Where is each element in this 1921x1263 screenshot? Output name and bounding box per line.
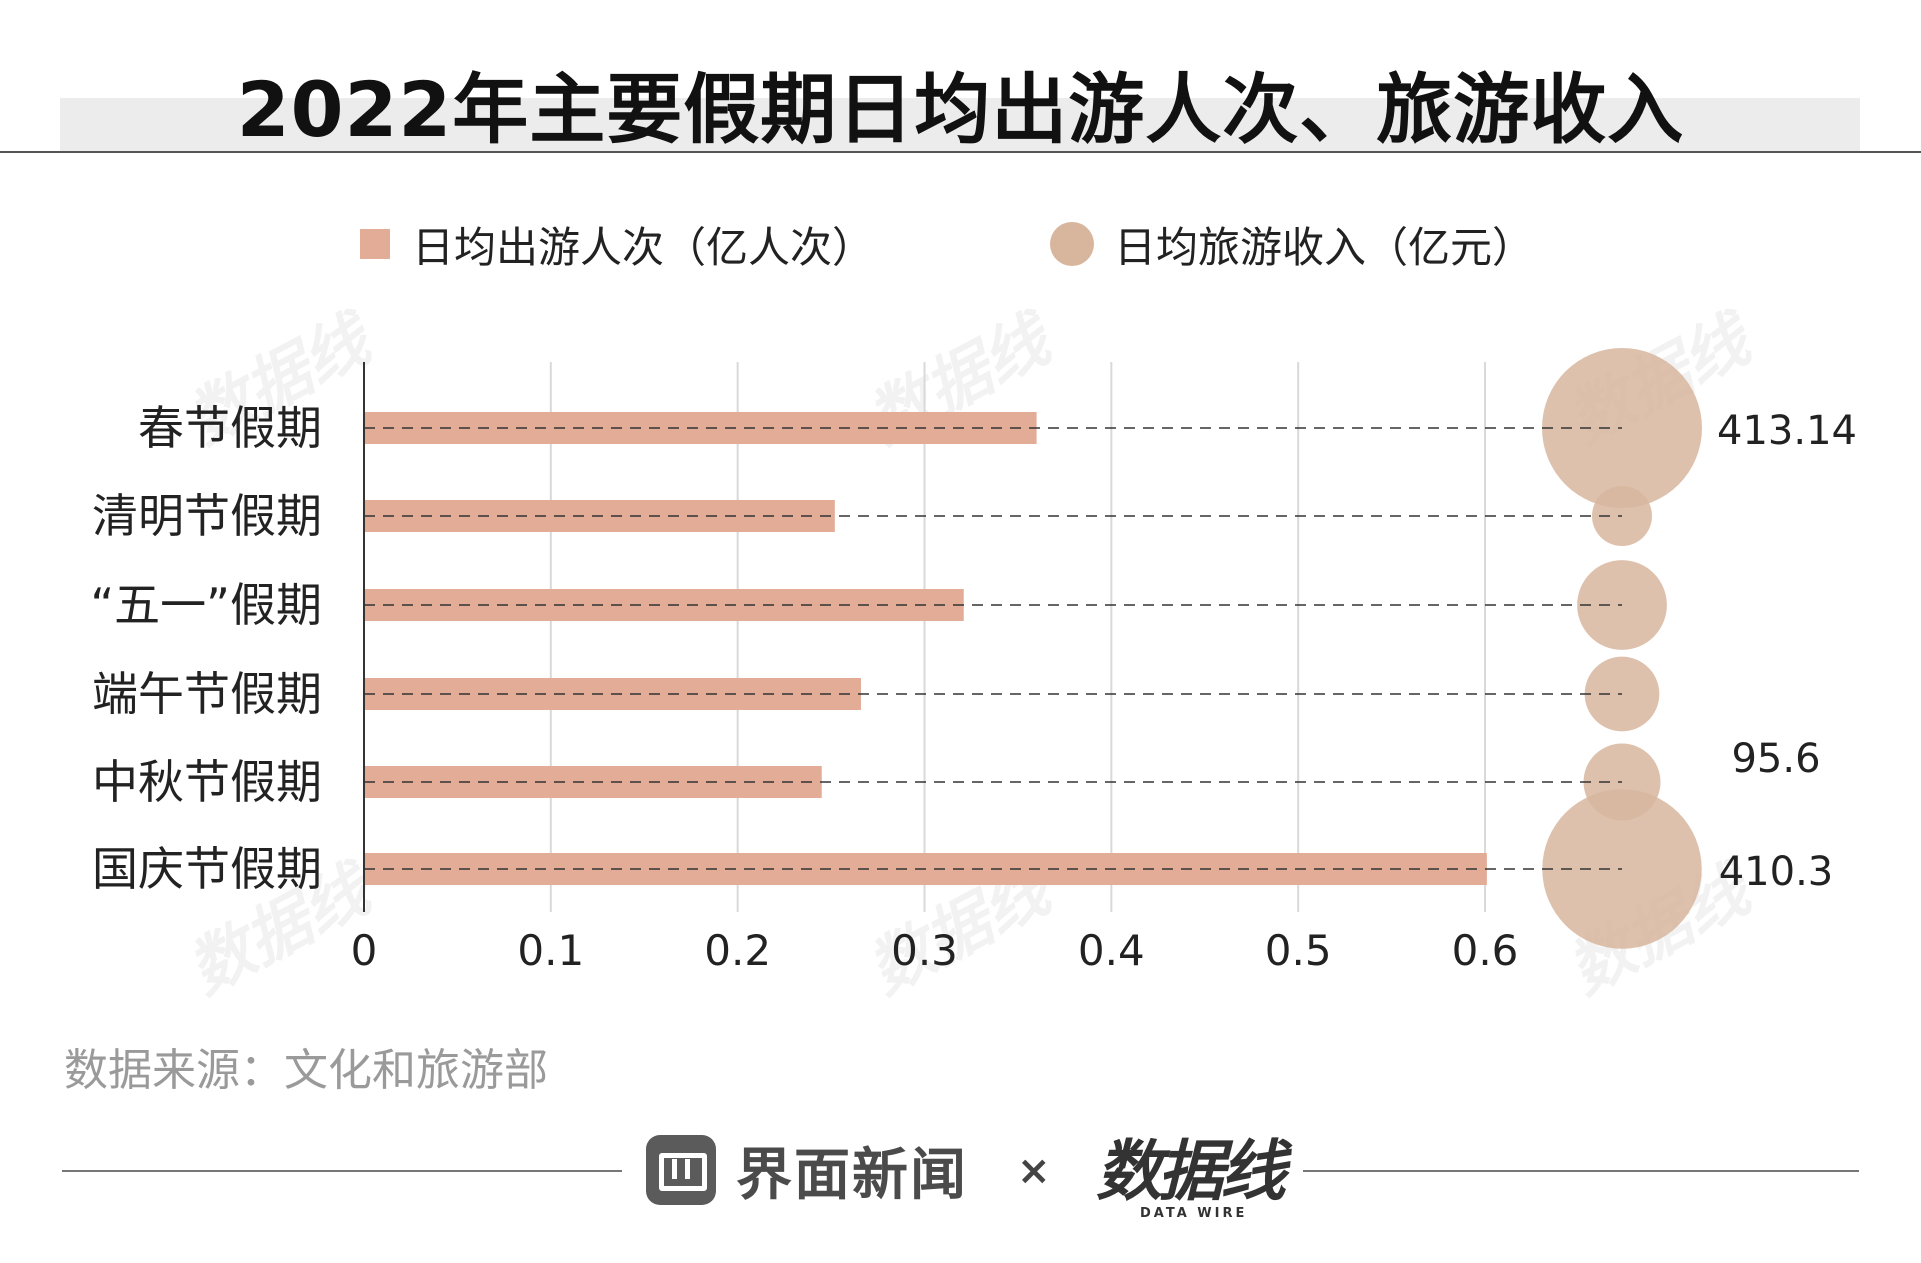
category-label: “五一”假期	[90, 578, 322, 632]
footer-divider-left	[62, 1170, 622, 1172]
brand-name: 界面新闻	[736, 1142, 968, 1208]
legend-item-bubble: 日均旅游收入（亿元）	[1050, 214, 1534, 274]
x-tick-label: 0.1	[517, 926, 584, 975]
brand-icon	[646, 1135, 716, 1205]
partner-logo-text: 数据线	[1096, 1133, 1286, 1210]
legend-swatch-bubble	[1050, 222, 1094, 266]
title-rule	[0, 151, 1921, 153]
x-tick-label: 0.5	[1265, 926, 1332, 975]
category-label: 端午节假期	[92, 667, 322, 721]
legend-swatch-bar	[360, 229, 390, 259]
x-tick-label: 0.2	[704, 926, 771, 975]
passenger-bar	[364, 589, 964, 621]
title-band	[60, 98, 1860, 152]
category-label: 春节假期	[138, 401, 322, 455]
x-tick-label: 0.4	[1078, 926, 1145, 975]
legend-label-bar: 日均出游人次（亿人次）	[412, 222, 875, 272]
x-tick-label: 0	[351, 926, 378, 975]
brand-logo: 界面新闻	[646, 1132, 968, 1208]
partner-logo: 数据线 DATA WIRE	[1096, 1118, 1286, 1228]
bubble-value-label: 95.6	[1731, 736, 1820, 782]
source-note: 数据来源：文化和旅游部	[64, 1045, 548, 1096]
chart-title: 2022年主要假期日均出游人次、旅游收入	[236, 65, 1685, 154]
footer-divider-right	[1303, 1170, 1859, 1172]
category-label: 中秋节假期	[92, 755, 322, 809]
bubble-value-label: 413.14	[1717, 408, 1857, 454]
category-label: 国庆节假期	[92, 842, 322, 896]
x-tick-label: 0.3	[891, 926, 958, 975]
partner-logo-subtext: DATA WIRE	[1140, 1206, 1248, 1221]
x-tick-label: 0.6	[1452, 926, 1519, 975]
category-label: 清明节假期	[92, 489, 322, 543]
legend: 日均出游人次（亿人次） 日均旅游收入（亿元）	[0, 214, 1921, 274]
bubble-value-label: 410.3	[1719, 849, 1834, 895]
collab-times-sign: ×	[1017, 1148, 1051, 1194]
legend-label-bubble: 日均旅游收入（亿元）	[1114, 222, 1535, 272]
legend-item-bar: 日均出游人次（亿人次）	[360, 214, 874, 274]
